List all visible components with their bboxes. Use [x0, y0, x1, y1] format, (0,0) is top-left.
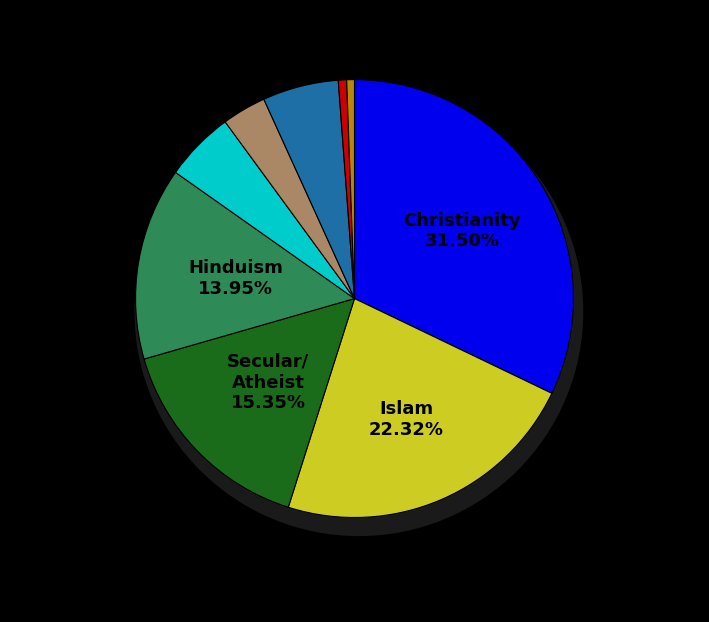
Wedge shape: [289, 299, 552, 518]
Text: Christianity
31.50%: Christianity 31.50%: [403, 211, 521, 250]
Ellipse shape: [135, 87, 584, 536]
Wedge shape: [176, 122, 354, 299]
Wedge shape: [347, 80, 354, 299]
Text: Islam
22.32%: Islam 22.32%: [369, 400, 444, 439]
Wedge shape: [264, 80, 354, 299]
Wedge shape: [144, 299, 354, 508]
Text: Hinduism
13.95%: Hinduism 13.95%: [189, 259, 283, 298]
Wedge shape: [354, 80, 574, 393]
Wedge shape: [225, 100, 354, 299]
Text: Secular/
Atheist
15.35%: Secular/ Atheist 15.35%: [227, 353, 309, 412]
Wedge shape: [338, 80, 354, 299]
Wedge shape: [135, 172, 354, 359]
